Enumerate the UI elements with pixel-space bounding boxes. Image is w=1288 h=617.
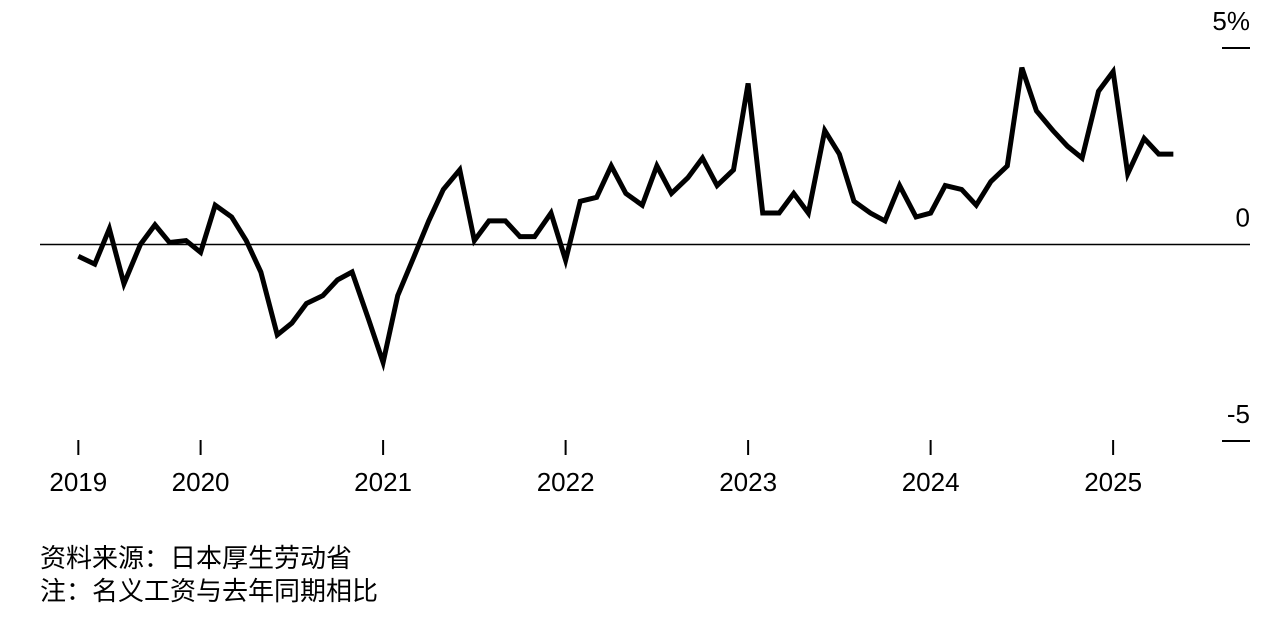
x-tick-label: 2024	[902, 467, 960, 497]
y-tick-label: 0	[1236, 203, 1250, 233]
note: 注：名义工资与去年同期相比	[40, 576, 378, 606]
x-tick-label: 2021	[354, 467, 412, 497]
y-tick-label: -5	[1227, 399, 1250, 429]
x-tick-label: 2022	[537, 467, 595, 497]
data-line	[77, 65, 1174, 372]
x-tick-label: 2019	[49, 467, 107, 497]
x-tick-label: 2020	[172, 467, 230, 497]
x-tick-label: 2025	[1084, 467, 1142, 497]
y-tick-label: 5%	[1212, 6, 1250, 36]
x-tick-label: 2023	[719, 467, 777, 497]
source: 资料来源：日本厚生劳动省	[40, 543, 352, 573]
